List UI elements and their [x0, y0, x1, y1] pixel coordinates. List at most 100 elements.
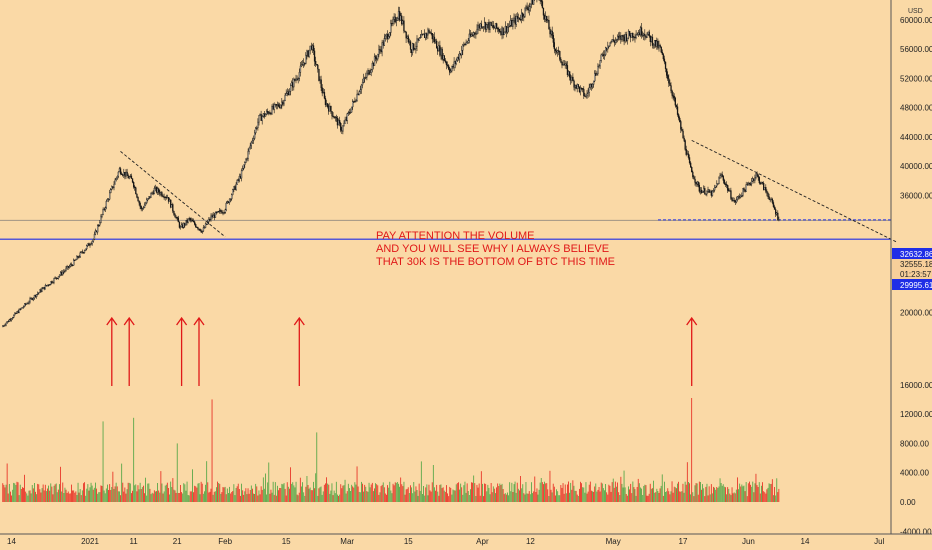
- candle-body: [587, 92, 589, 95]
- candle-body: [678, 114, 680, 119]
- candle-body: [142, 207, 145, 209]
- candle-body: [753, 178, 755, 181]
- candle-body: [249, 145, 251, 149]
- candle-body: [28, 301, 30, 304]
- volume-bar: [148, 483, 150, 502]
- volume-bar: [621, 483, 623, 502]
- candle-body: [576, 84, 578, 89]
- volume-bar: [368, 482, 370, 502]
- candle-body: [311, 45, 314, 50]
- candle-body: [291, 82, 293, 86]
- candle-body: [95, 230, 98, 233]
- candle-body: [156, 188, 159, 193]
- volume-bar: [539, 482, 541, 502]
- volume-bar: [407, 487, 409, 502]
- volume-bar: [654, 492, 656, 502]
- candle-body: [219, 210, 221, 212]
- volume-bar: [755, 473, 757, 502]
- countdown-value: 01:23:57: [900, 270, 932, 279]
- volume-bar: [640, 487, 641, 502]
- candle-body: [9, 319, 12, 321]
- candle-body: [310, 45, 312, 50]
- candle-body: [307, 50, 309, 57]
- candle-body: [596, 73, 598, 76]
- volume-bar: [680, 491, 682, 502]
- candle-body: [455, 60, 457, 64]
- candle-body: [421, 34, 424, 36]
- volume-bar: [37, 483, 39, 502]
- candle-body: [442, 55, 444, 60]
- volume-bar: [526, 493, 528, 502]
- candle-body: [70, 264, 73, 266]
- candle-body: [449, 69, 451, 73]
- volume-bar: [620, 476, 622, 502]
- volume-bar: [199, 494, 201, 502]
- candle-body: [305, 54, 307, 64]
- candle-body: [336, 117, 339, 126]
- time-axis[interactable]: 14 2021 11 21 Feb 15 Mar 15 Apr 12 May 17 Jun 14 Jul: [7, 537, 884, 546]
- candle-body: [408, 41, 411, 43]
- candle-body: [723, 180, 726, 185]
- volume-bar: [745, 482, 747, 502]
- candle-body: [500, 31, 502, 35]
- volume-bar: [231, 492, 233, 502]
- candle-body: [707, 189, 709, 192]
- volume-bar: [728, 488, 730, 502]
- volume-bar: [410, 485, 411, 502]
- price-axis-tick: 0.00: [900, 498, 916, 507]
- candle-body: [183, 223, 185, 228]
- candle-body: [390, 23, 392, 33]
- candle-body: [414, 48, 416, 50]
- candle-body: [716, 183, 718, 187]
- volume-bar: [498, 486, 500, 502]
- volume-bar: [535, 492, 537, 502]
- candle-body: [196, 226, 198, 229]
- candle-body: [143, 204, 146, 208]
- candle-body: [469, 33, 472, 37]
- volume-bar: [138, 489, 140, 502]
- candle-body: [531, 0, 534, 5]
- volume-bar: [516, 482, 518, 502]
- candle-body: [39, 289, 41, 293]
- candle-body: [22, 306, 25, 308]
- volume-bar: [323, 484, 325, 502]
- candle-body: [608, 45, 610, 47]
- candle-body: [512, 20, 514, 27]
- candle-body: [137, 197, 139, 202]
- candle-body: [528, 6, 531, 11]
- volume-bar: [126, 489, 128, 502]
- candle-body: [180, 224, 183, 228]
- candle-body: [732, 199, 734, 202]
- candle-body: [227, 201, 230, 203]
- candle-body: [686, 153, 689, 155]
- candle-body: [284, 95, 286, 101]
- volume-bar: [721, 485, 723, 502]
- candle-body: [204, 223, 207, 228]
- candle-body: [736, 196, 739, 200]
- candle-body: [744, 189, 746, 192]
- volume-bar: [96, 488, 97, 502]
- volume-bar: [395, 483, 397, 502]
- candle-body: [188, 218, 190, 220]
- volume-bar: [513, 484, 515, 502]
- candle-body: [187, 218, 189, 223]
- candle-body: [235, 184, 237, 190]
- last-price-value: 32555.18: [900, 260, 932, 269]
- candle-body: [111, 186, 113, 190]
- volume-bar: [26, 493, 28, 502]
- volume-bar: [164, 485, 166, 502]
- volume-bar: [557, 491, 559, 502]
- candle-body: [749, 183, 752, 185]
- candle-body: [173, 211, 175, 215]
- candle-body: [663, 58, 666, 63]
- volume-bar: [479, 495, 481, 502]
- candle-body: [431, 33, 433, 40]
- volume-bar: [52, 494, 54, 502]
- volume-bar: [112, 471, 114, 502]
- candle-body: [208, 218, 210, 222]
- volume-bar: [569, 492, 570, 502]
- candle-body: [48, 284, 50, 286]
- volume-bar: [741, 484, 743, 502]
- volume-bar: [141, 487, 143, 502]
